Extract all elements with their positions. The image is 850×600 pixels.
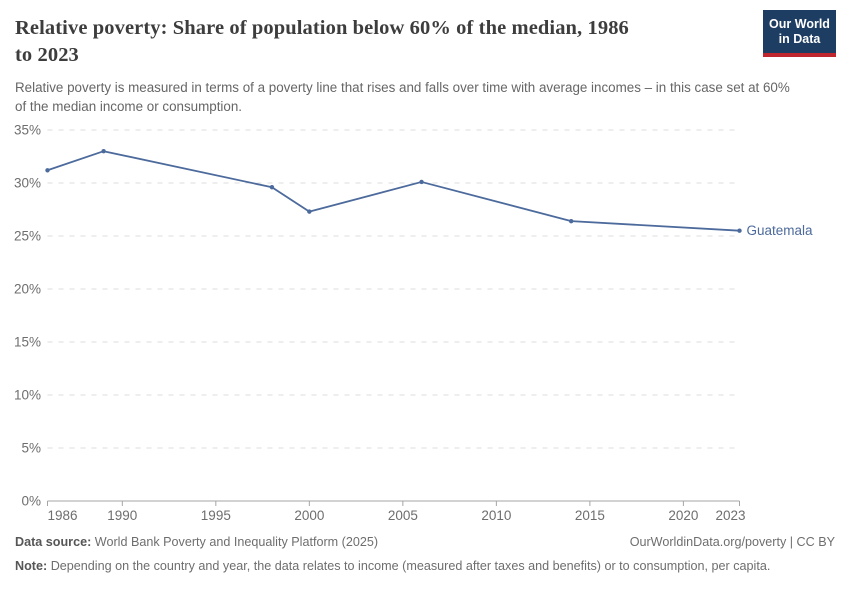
y-axis-tick-label: 25% xyxy=(14,229,41,244)
chart-header: Relative poverty: Share of population be… xyxy=(0,0,850,116)
x-axis-tick-label: 2005 xyxy=(388,508,418,523)
chart-footer: Data source: World Bank Poverty and Ineq… xyxy=(0,528,850,575)
data-point[interactable] xyxy=(101,149,106,154)
data-point[interactable] xyxy=(737,228,742,233)
x-axis-tick-label: 2020 xyxy=(668,508,698,523)
x-axis-tick-label: 2010 xyxy=(481,508,511,523)
data-point[interactable] xyxy=(307,209,312,214)
owid-logo-line1: Our World xyxy=(769,17,830,31)
y-axis-tick-label: 20% xyxy=(14,282,41,297)
x-axis-tick-label: 1986 xyxy=(48,508,78,523)
chart-note-label: Note: xyxy=(15,559,48,574)
chart-note: Note: Depending on the country and year,… xyxy=(15,558,835,575)
y-axis-tick-label: 30% xyxy=(14,176,41,191)
y-axis-tick-label: 10% xyxy=(14,388,41,403)
page-title-line2: to 2023 xyxy=(15,44,79,66)
series-line-guatemala[interactable] xyxy=(47,150,740,232)
x-axis-tick-label: 1995 xyxy=(201,508,231,523)
chart-note-text: Depending on the country and year, the d… xyxy=(50,559,771,574)
y-axis-tick-label: 15% xyxy=(14,335,41,350)
x-axis-tick-label: 2023 xyxy=(715,508,745,523)
y-axis-tick-label: 5% xyxy=(21,441,41,456)
x-axis-tick-label: 1990 xyxy=(107,508,137,523)
series-end-label[interactable]: Guatemala xyxy=(747,223,814,238)
page-title-line1: Relative poverty: Share of population be… xyxy=(15,17,629,39)
page-title: Relative poverty: Share of population be… xyxy=(15,15,760,69)
data-point[interactable] xyxy=(419,179,424,185)
data-point[interactable] xyxy=(568,219,574,224)
chart-subtitle: Relative poverty is measured in terms of… xyxy=(15,80,790,115)
y-axis-tick-label: 35% xyxy=(14,123,41,138)
data-source-text: World Bank Poverty and Inequality Platfo… xyxy=(94,535,379,550)
data-point[interactable] xyxy=(45,168,50,173)
y-axis-tick-label: 0% xyxy=(21,494,41,509)
owid-logo-line2: in Data xyxy=(778,32,821,46)
x-axis-tick-label: 2000 xyxy=(294,508,324,523)
owid-license-link[interactable]: OurWorldinData.org/poverty | CC BY xyxy=(629,535,835,550)
owid-logo[interactable]: Our World in Data xyxy=(763,10,836,57)
line-chart: 0% 5% 10% 15% 20% 25% 30% 35% 1986 1990 1995 2000 20… xyxy=(14,123,814,524)
data-source-label: Data source: xyxy=(15,535,92,550)
x-axis-tick-label: 2015 xyxy=(575,508,605,523)
data-point[interactable] xyxy=(269,185,275,190)
data-source: Data source: World Bank Poverty and Ineq… xyxy=(15,534,378,551)
